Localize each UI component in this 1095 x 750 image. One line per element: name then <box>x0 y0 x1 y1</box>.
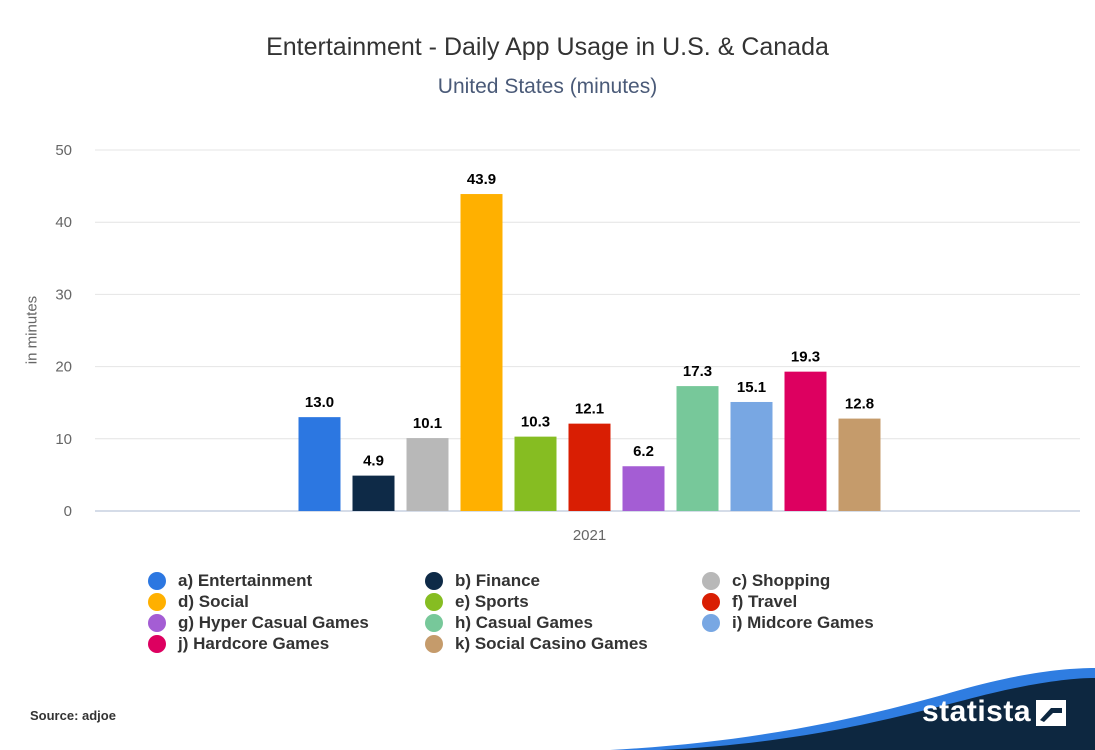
chart-title: Entertainment - Daily App Usage in U.S. … <box>266 33 829 61</box>
bar[interactable] <box>460 194 503 512</box>
legend-dot-icon <box>148 571 166 590</box>
bar[interactable] <box>784 371 827 511</box>
bar[interactable] <box>352 475 395 511</box>
legend-dot-icon <box>148 613 166 632</box>
legend-item[interactable]: j) Hardcore Games <box>148 633 425 654</box>
legend-dot-icon <box>148 634 166 653</box>
data-labels: 13.0 4.9 10.1 43.9 10.3 12.1 6.2 17.3 15.1 19.3 12… <box>305 171 874 470</box>
x-axis-ticks: 2021 <box>573 527 606 544</box>
legend-dot-icon <box>425 592 443 611</box>
data-label: 15.1 <box>737 379 766 396</box>
y-tick-label: 10 <box>55 431 72 448</box>
legend-dot-icon <box>148 592 166 611</box>
x-tick-label: 2021 <box>573 527 606 544</box>
y-tick-label: 20 <box>55 359 72 376</box>
legend-item[interactable]: e) Sports <box>425 591 702 612</box>
legend-dot-icon <box>425 634 443 653</box>
legend-label: h) Casual Games <box>455 612 593 632</box>
legend-item[interactable]: i) Midcore Games <box>702 612 908 633</box>
legend-label: c) Shopping <box>732 570 831 590</box>
y-tick-label: 0 <box>64 503 72 520</box>
statista-logo-icon[interactable] <box>1036 700 1066 726</box>
chart-subtitle: United States (minutes) <box>437 75 658 98</box>
y-tick-label: 30 <box>55 286 72 303</box>
legend-item[interactable]: g) Hyper Casual Games <box>148 612 425 633</box>
bar[interactable] <box>298 417 341 511</box>
data-label: 6.2 <box>633 443 654 460</box>
legend-label: d) Social <box>178 591 249 611</box>
y-tick-label: 50 <box>55 142 72 159</box>
data-label: 12.1 <box>575 401 604 418</box>
legend-dot-icon <box>702 613 720 632</box>
statista-logo-text[interactable]: statista <box>922 695 1032 728</box>
data-label: 4.9 <box>363 453 384 470</box>
legend-item[interactable]: d) Social <box>148 591 425 612</box>
legend-item[interactable]: b) Finance <box>425 570 702 591</box>
bar-chart: 0 10 20 30 40 50 13.0 4.9 10.1 43.9 10.3 12.1 6.2 17… <box>55 142 1080 544</box>
bar[interactable] <box>730 401 773 511</box>
legend-item[interactable]: f) Travel <box>702 591 908 612</box>
legend-item[interactable]: k) Social Casino Games <box>425 633 702 654</box>
legend-label: e) Sports <box>455 591 529 611</box>
data-label: 19.3 <box>791 349 820 366</box>
legend-label: k) Social Casino Games <box>455 633 648 653</box>
legend-dot-icon <box>425 613 443 632</box>
legend-item[interactable]: c) Shopping <box>702 570 908 591</box>
legend-label: a) Entertainment <box>178 570 313 590</box>
legend: a) Entertainment b) Finance c) Shopping d) … <box>148 570 908 654</box>
data-label: 17.3 <box>683 363 712 380</box>
legend-dot-icon <box>702 571 720 590</box>
bar[interactable] <box>406 438 449 511</box>
legend-item[interactable]: h) Casual Games <box>425 612 702 633</box>
data-label: 13.0 <box>305 394 334 411</box>
legend-dot-icon <box>425 571 443 590</box>
legend-label: b) Finance <box>455 570 541 590</box>
legend-label: f) Travel <box>732 591 798 611</box>
bar[interactable] <box>838 418 881 511</box>
legend-label: j) Hardcore Games <box>178 633 330 653</box>
legend-dot-icon <box>702 592 720 611</box>
legend-label: i) Midcore Games <box>732 612 874 632</box>
y-tick-label: 40 <box>55 214 72 231</box>
bar[interactable] <box>568 423 611 511</box>
source-note: Source: adjoe <box>30 708 116 723</box>
bar[interactable] <box>622 466 665 511</box>
legend-label: g) Hyper Casual Games <box>178 612 369 632</box>
data-label: 43.9 <box>467 171 496 188</box>
data-label: 12.8 <box>845 396 874 413</box>
bar[interactable] <box>514 436 557 511</box>
bar[interactable] <box>676 386 719 511</box>
data-label: 10.3 <box>521 414 550 431</box>
data-label: 10.1 <box>413 415 442 432</box>
y-axis-ticks: 0 10 20 30 40 50 <box>55 142 72 520</box>
legend-item[interactable]: a) Entertainment <box>148 570 425 591</box>
bars <box>298 194 881 512</box>
